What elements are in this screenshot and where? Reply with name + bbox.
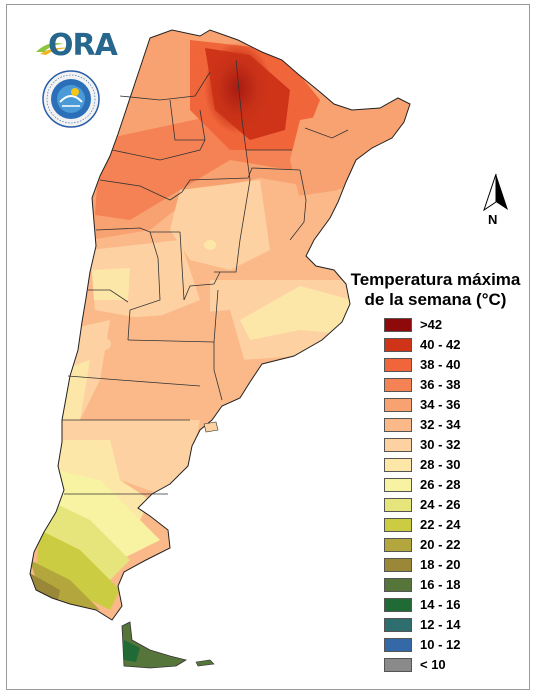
legend-swatch <box>384 558 412 572</box>
legend-item: 10 - 12 <box>384 637 504 658</box>
legend-swatch <box>384 358 412 372</box>
legend-swatch <box>384 338 412 352</box>
legend-item: 24 - 26 <box>384 497 504 518</box>
legend-swatch <box>384 458 412 472</box>
smn-seal-logo <box>42 70 100 128</box>
legend-label: 10 - 12 <box>420 637 461 652</box>
legend-item: 36 - 38 <box>384 377 504 398</box>
legend-label: 36 - 38 <box>420 377 461 392</box>
legend-label: 18 - 20 <box>420 557 461 572</box>
legend-swatch <box>384 318 412 332</box>
legend-swatch <box>384 378 412 392</box>
legend-label: 22 - 24 <box>420 517 461 532</box>
legend-item: 40 - 42 <box>384 337 504 358</box>
legend-label: 24 - 26 <box>420 497 461 512</box>
legend-label: 32 - 34 <box>420 417 461 432</box>
legend-item: 28 - 30 <box>384 457 504 478</box>
ora-logo: ORA <box>34 28 118 63</box>
legend-label: 16 - 18 <box>420 577 461 592</box>
legend-item: 32 - 34 <box>384 417 504 438</box>
legend-label: < 10 <box>420 657 446 672</box>
legend-label: 26 - 28 <box>420 477 461 492</box>
ora-swoosh-icon <box>36 43 72 55</box>
legend-label: >42 <box>420 317 443 332</box>
legend-label: 38 - 40 <box>420 357 461 372</box>
legend-swatch <box>384 478 412 492</box>
legend-swatch <box>384 518 412 532</box>
tierra-del-fuego <box>121 621 215 669</box>
legend-swatch <box>384 598 412 612</box>
legend-label: 34 - 36 <box>420 397 461 412</box>
legend-item: 26 - 28 <box>384 477 504 498</box>
legend-label: 20 - 22 <box>420 537 461 552</box>
legend-item: 22 - 24 <box>384 517 504 538</box>
legend-label: 14 - 16 <box>420 597 461 612</box>
legend-swatch <box>384 538 412 552</box>
north-label: N <box>488 212 498 227</box>
province-borders <box>62 59 349 495</box>
legend-swatch <box>384 578 412 592</box>
north-arrow-icon <box>483 173 508 212</box>
legend-label: 40 - 42 <box>420 337 461 352</box>
legend-swatch <box>384 418 412 432</box>
legend: >42 40 - 42 38 - 40 36 - 38 34 - 36 32 - 34 30… <box>384 317 504 678</box>
valdes-peninsula <box>203 421 219 433</box>
legend-swatch <box>384 638 412 652</box>
legend-item: 38 - 40 <box>384 357 504 378</box>
legend-item: < 10 <box>384 657 504 678</box>
legend-item: >42 <box>384 317 504 338</box>
legend-item: 18 - 20 <box>384 557 504 578</box>
legend-item: 16 - 18 <box>384 577 504 598</box>
legend-swatch <box>384 438 412 452</box>
legend-swatch <box>384 658 412 672</box>
legend-title-line1: Temperatura máxima <box>350 270 521 289</box>
legend-item: 14 - 16 <box>384 597 504 618</box>
legend-item: 34 - 36 <box>384 397 504 418</box>
legend-swatch <box>384 498 412 512</box>
legend-label: 30 - 32 <box>420 437 461 452</box>
smn-seal-icon <box>42 70 100 128</box>
legend-title: Temperatura máxima de la semana (°C) <box>348 270 523 310</box>
legend-label: 28 - 30 <box>420 457 461 472</box>
ora-logo-text: ORA <box>48 28 118 63</box>
legend-label: 12 - 14 <box>420 617 461 632</box>
legend-swatch <box>384 398 412 412</box>
legend-swatch <box>384 618 412 632</box>
legend-item: 20 - 22 <box>384 537 504 558</box>
legend-title-line2: de la semana (°C) <box>364 290 507 309</box>
legend-item: 30 - 32 <box>384 437 504 458</box>
legend-item: 12 - 14 <box>384 617 504 638</box>
country-border <box>29 29 411 621</box>
